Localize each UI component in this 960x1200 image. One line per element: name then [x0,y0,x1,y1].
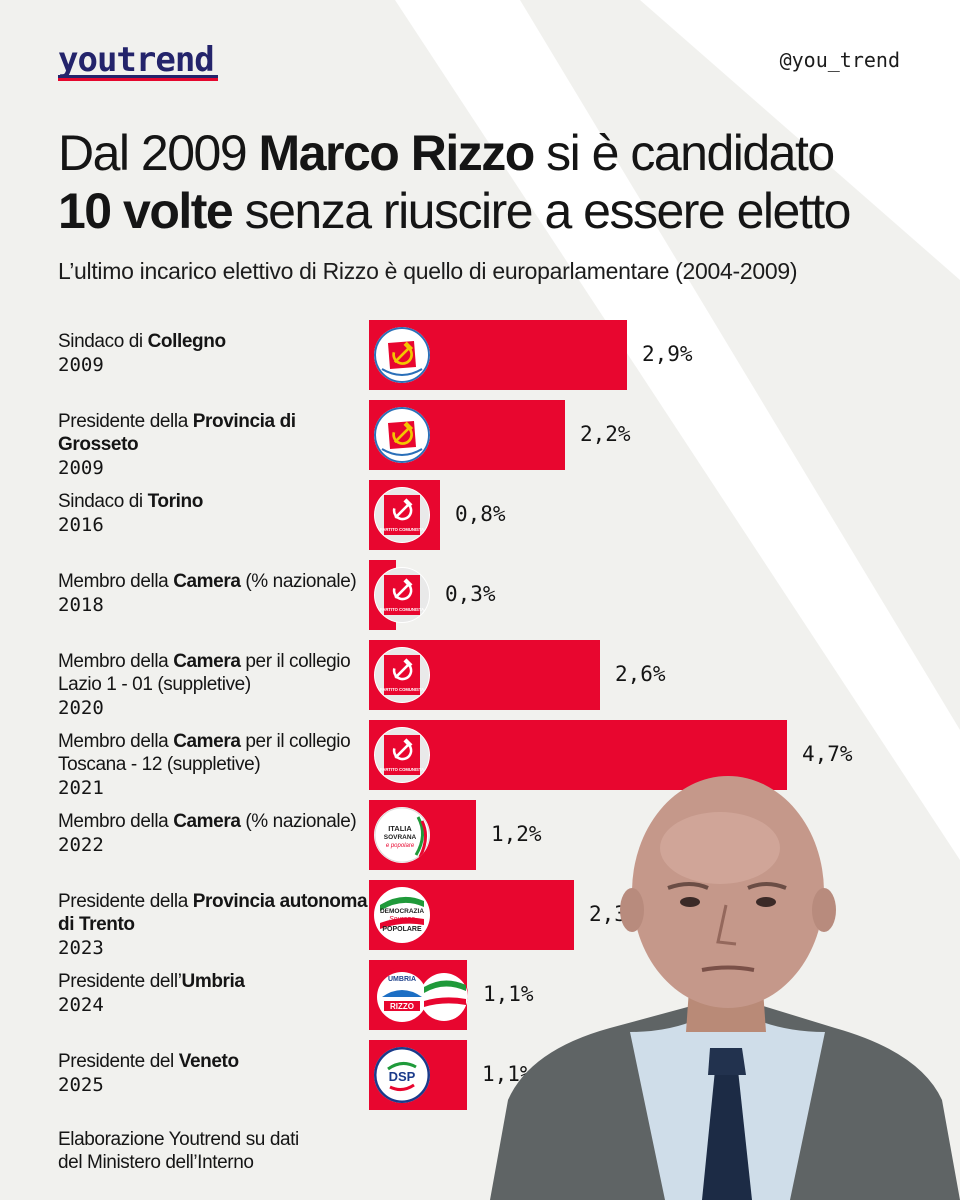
row-label-text: Membro della [58,811,174,832]
value-label: 2,2% [580,422,631,446]
value-label: 1,1% [483,982,534,1006]
row-label: Presidente della Provincia di Grosseto 20… [58,410,368,481]
row-year: 2023 [58,937,104,959]
row-year: 2009 [58,354,104,376]
row-label-text: per il collegio Toscana - 12 (suppletive… [58,731,351,775]
subtitle: L’ultimo incarico elettivo di Rizzo è qu… [58,258,798,284]
row-year: 2009 [58,457,104,479]
brand-logo[interactable]: youtrend [58,40,215,80]
social-handle[interactable]: @you_trend [779,48,900,72]
page-title: Dal 2009 Marco Rizzo si è candidato 10 vo… [58,124,938,240]
title-part: si è candidato [533,125,835,181]
svg-text:RIZZO: RIZZO [390,1002,414,1011]
svg-text:e popolare: e popolare [386,843,415,849]
row-year: 2016 [58,514,104,536]
row-label-text: Presidente del [58,1051,179,1072]
row-label-text: Sindaco di [58,491,148,512]
row-year: 2021 [58,777,104,799]
value-label: 1,2% [491,822,542,846]
svg-text:PARTITO COMUNISTA: PARTITO COMUNISTA [380,767,424,772]
row-year: 2024 [58,994,104,1016]
umbria-rizzo-coalition-logo-icon: UMBRIA RIZZO [374,967,468,1023]
row-label: Membro della Camera per il collegio Tosc… [58,730,368,801]
svg-text:PARTITO COMUNISTA: PARTITO COMUNISTA [380,527,424,532]
row-label-text: Membro della [58,731,174,752]
row-label-text: Presidente della [58,411,193,432]
value-label: 0,8% [455,502,506,526]
row-label: Sindaco di Collegno 2009 [58,330,368,378]
value-label: 2,6% [615,662,666,686]
row-label: Sindaco di Torino 2016 [58,490,368,538]
row-label-text: Membro della [58,651,174,672]
row-label-text: Presidente dell’ [58,971,182,992]
row-label-text: (% nazionale) [240,811,357,832]
row-label-bold: Torino [147,491,204,512]
row-label: Membro della Camera per il collegio Lazi… [58,650,368,721]
row-year: 2020 [58,697,104,719]
partito-comunista-logo-icon: PARTITO COMUNISTA [374,487,430,543]
svg-text:SOVRANA: SOVRANA [384,834,417,841]
value-label: 2,9% [642,342,693,366]
row-label: Presidente del Veneto 2025 [58,1050,368,1098]
value-label: 0,3% [445,582,496,606]
value-label: 4,7% [802,742,853,766]
pdci-logo-icon [374,327,430,383]
source-line: Elaborazione Youtrend su dati [58,1129,299,1150]
brand-logo-underline-red [58,78,218,81]
source-note: Elaborazione Youtrend su dati del Minist… [58,1128,299,1174]
dsp-logo-icon: DSP [374,1047,430,1103]
row-year: 2025 [58,1074,104,1096]
title-name: Marco Rizzo [258,125,536,181]
row-label-bold: Collegno [147,331,226,352]
svg-text:POPOLARE: POPOLARE [382,926,422,933]
row-label-bold: Provincia autonoma di Trento [58,891,368,935]
row-label-bold: Provincia di Grosseto [58,411,296,455]
svg-text:ITALIA: ITALIA [388,824,412,833]
row-label-bold: Veneto [178,1051,239,1072]
row-label: Membro della Camera (% nazionale) 2018 [58,570,368,618]
svg-text:DSP: DSP [389,1069,416,1084]
source-line: del Ministero dell’Interno [58,1152,254,1173]
title-count: 10 volte [58,183,234,239]
row-label-text: Membro della [58,571,174,592]
svg-text:DEMOCRAZIA: DEMOCRAZIA [380,908,424,915]
svg-text:UMBRIA: UMBRIA [388,976,416,983]
row-label-text: Presidente della [58,891,193,912]
title-part: senza riuscire a essere eletto [232,183,852,239]
svg-text:PARTITO COMUNISTA: PARTITO COMUNISTA [380,687,424,692]
row-year: 2022 [58,834,104,856]
row-label-text: per il collegio Lazio 1 - 01 (suppletive… [58,651,351,695]
row-label-text: (% nazionale) [240,571,357,592]
row-label: Presidente della Provincia autonoma di T… [58,890,368,961]
row-label-bold: Camera [173,571,241,592]
candidate-photo [490,776,960,1200]
svg-text:PARTITO COMUNISTA: PARTITO COMUNISTA [380,607,424,612]
row-label-bold: Camera [173,731,241,752]
partito-comunista-logo-icon: PARTITO COMUNISTA [374,647,430,703]
italia-sovrana-popolare-logo-icon: ITALIA SOVRANA e popolare [374,807,430,863]
row-label-text: Sindaco di [58,331,148,352]
partito-comunista-logo-icon: PARTITO COMUNISTA [374,567,430,623]
row-label: Membro della Camera (% nazionale) 2022 [58,810,368,858]
title-part: Dal 2009 [58,125,259,181]
partito-comunista-logo-icon: PARTITO COMUNISTA [374,727,430,783]
row-label-bold: Camera [173,811,241,832]
brand-logo-underline [58,75,218,78]
row-year: 2018 [58,594,104,616]
democrazia-sovrana-popolare-logo-icon: DEMOCRAZIA Sovrana POPOLARE [374,887,430,943]
pdci-logo-icon [374,407,430,463]
row-label: Presidente dell’Umbria 2024 [58,970,368,1018]
row-label-bold: Camera [173,651,241,672]
svg-text:Sovrana: Sovrana [389,916,415,923]
row-label-bold: Umbria [181,971,245,992]
